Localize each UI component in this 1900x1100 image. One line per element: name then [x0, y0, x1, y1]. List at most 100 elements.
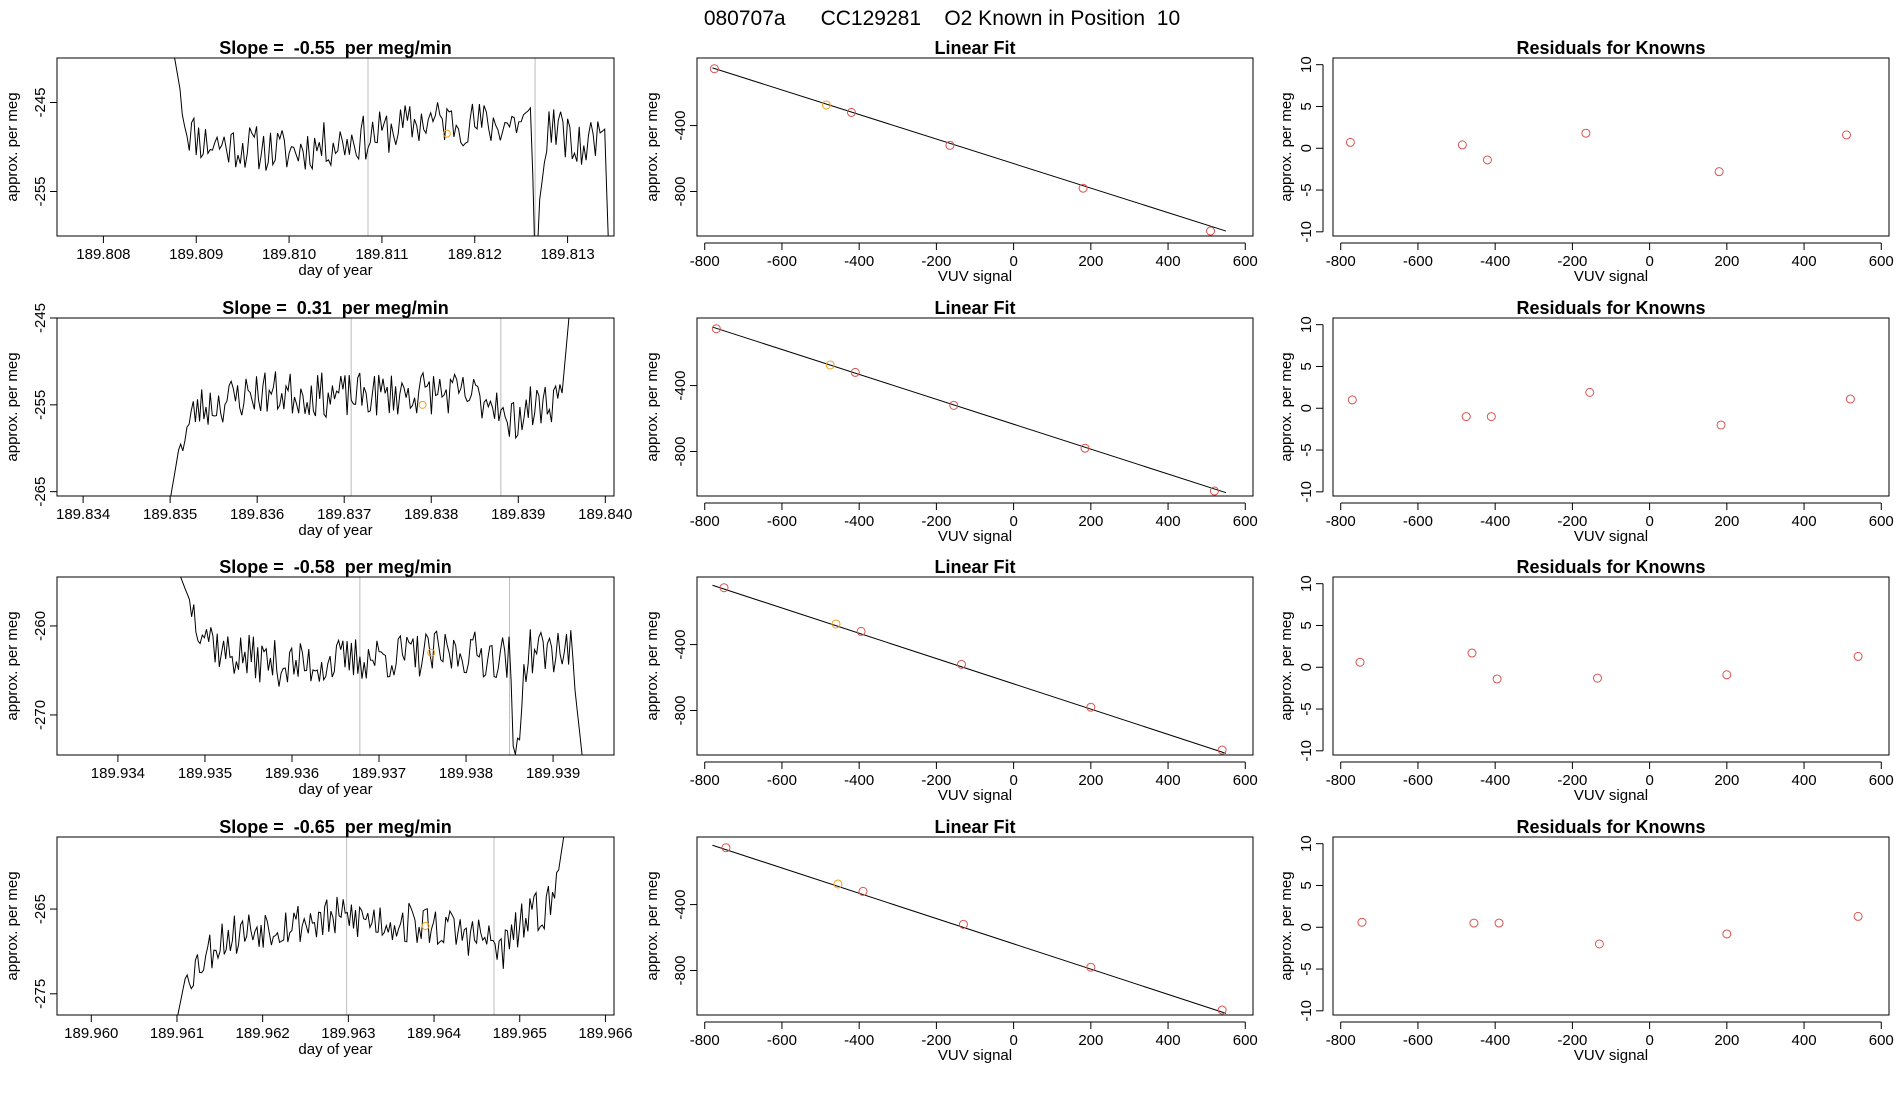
- residual-point: [1357, 917, 1367, 927]
- timeseries-panel-row-3: Slope = -0.58 per meg/min 189.934 189.935 1…: [4, 557, 615, 798]
- x-axis-label: VUV signal: [1574, 528, 1648, 545]
- plot-area: [709, 64, 1227, 236]
- x-tick-label: 189.809: [169, 246, 223, 263]
- x-axis-label: VUV signal: [938, 528, 1012, 545]
- data-point: [1206, 226, 1216, 236]
- data-point: [719, 583, 729, 593]
- x-tick-label: -600: [767, 1032, 797, 1049]
- x-tick-label: 600: [1869, 253, 1894, 270]
- x-tick-label: -800: [1326, 253, 1356, 270]
- x-tick-label: 400: [1792, 513, 1817, 530]
- residual-point: [1716, 420, 1726, 430]
- y-tick-label: 5: [1298, 102, 1315, 110]
- x-tick-label: -600: [767, 772, 797, 789]
- data-point: [945, 140, 955, 150]
- panel-title: Slope = -0.65 per meg/min: [219, 817, 452, 837]
- plot-area: [1357, 911, 1863, 949]
- x-tick-label: -400: [1480, 1032, 1510, 1049]
- data-point: [1209, 486, 1219, 496]
- highlight-marker: [442, 129, 451, 138]
- data-point: [1078, 183, 1088, 193]
- figure-title: 080707a CC129281 O2 Known in Position 10: [704, 7, 1180, 30]
- plot-frame: [56, 836, 615, 1016]
- x-tick-label: -400: [1480, 513, 1510, 530]
- x-tick-label: -400: [844, 772, 874, 789]
- y-tick-label: 0: [1298, 404, 1315, 412]
- x-tick-label: 0: [1009, 1032, 1017, 1049]
- x-tick-label: 189.961: [150, 1025, 204, 1042]
- y-tick-label: 5: [1298, 881, 1315, 889]
- x-tick-label: 189.808: [76, 246, 130, 263]
- y-tick-label: -400: [672, 890, 689, 920]
- x-tick-label: 0: [1645, 253, 1653, 270]
- x-tick-label: -600: [767, 513, 797, 530]
- regression-line: [712, 584, 1227, 754]
- plot-frame: [56, 57, 615, 237]
- y-tick-label: 0: [1298, 663, 1315, 671]
- data-point: [711, 324, 721, 334]
- y-axis-label: approx. per meg: [1278, 92, 1295, 201]
- x-tick-label: 189.839: [491, 506, 545, 523]
- x-tick-label: -200: [1557, 253, 1587, 270]
- plot-frame: [1332, 57, 1890, 237]
- residual-point: [1714, 167, 1724, 177]
- y-tick-label: -245: [32, 87, 49, 117]
- fit-panel-row-3: Linear Fit -800 -600 -400 -200 0 200 400 600 VUV …: [644, 557, 1258, 804]
- x-tick-label: 200: [1078, 1032, 1103, 1049]
- data-point: [856, 626, 866, 636]
- y-tick-label: -260: [32, 611, 49, 641]
- y-tick-label: -400: [672, 111, 689, 141]
- panel-grid: Slope = -0.55 per meg/min 189.808 189.809 1…: [4, 38, 1894, 1064]
- data-point: [709, 64, 719, 74]
- plot-frame: [56, 317, 615, 497]
- x-tick-label: 189.840: [578, 506, 632, 523]
- plot-area: [1347, 387, 1855, 430]
- x-tick-label: 200: [1078, 253, 1103, 270]
- x-tick-label: 600: [1233, 1032, 1258, 1049]
- y-axis-label: approx. per meg: [1278, 352, 1295, 461]
- x-tick-label: 600: [1869, 1032, 1894, 1049]
- x-tick-label: -200: [921, 772, 951, 789]
- x-tick-label: 200: [1714, 1032, 1739, 1049]
- x-tick-label: 0: [1645, 772, 1653, 789]
- x-axis-label: VUV signal: [1574, 787, 1648, 804]
- panel-title: Slope = -0.58 per meg/min: [219, 557, 452, 577]
- x-tick-label: 189.938: [439, 765, 493, 782]
- plot-frame: [1332, 317, 1890, 497]
- panel-title: Linear Fit: [934, 817, 1015, 837]
- x-tick-label: 400: [1792, 772, 1817, 789]
- residual-point: [1842, 130, 1852, 140]
- y-tick-label: -5: [1298, 702, 1315, 715]
- y-tick-label: -5: [1298, 183, 1315, 196]
- plot-area: [712, 583, 1227, 755]
- x-axis-label: VUV signal: [938, 268, 1012, 285]
- x-axis-label: VUV signal: [938, 787, 1012, 804]
- x-tick-label: 200: [1714, 772, 1739, 789]
- residual-point: [1845, 394, 1855, 404]
- x-tick-label: 600: [1233, 253, 1258, 270]
- x-tick-label: 189.835: [143, 506, 197, 523]
- y-tick-label: 5: [1298, 621, 1315, 629]
- x-tick-label: -800: [1326, 1032, 1356, 1049]
- x-tick-label: -400: [1480, 253, 1510, 270]
- x-tick-label: -800: [1326, 513, 1356, 530]
- panel-title: Linear Fit: [934, 557, 1015, 577]
- panel-title: Slope = 0.31 per meg/min: [222, 298, 449, 318]
- signal-trace: [177, 837, 565, 1015]
- residual-point: [1853, 911, 1863, 921]
- plot-frame: [696, 576, 1254, 756]
- plot-frame: [56, 576, 615, 756]
- signal-trace: [174, 58, 609, 236]
- x-tick-label: 600: [1233, 513, 1258, 530]
- signal-trace: [180, 577, 583, 755]
- x-tick-label: 189.960: [64, 1025, 118, 1042]
- y-tick-label: 5: [1298, 362, 1315, 370]
- x-tick-label: 0: [1009, 253, 1017, 270]
- x-axis-label: day of year: [298, 781, 372, 798]
- x-tick-label: -800: [690, 1032, 720, 1049]
- x-tick-label: 200: [1714, 513, 1739, 530]
- y-tick-label: -800: [672, 436, 689, 466]
- plot-frame: [1332, 836, 1890, 1016]
- x-tick-label: 400: [1156, 1032, 1181, 1049]
- y-tick-label: -265: [32, 894, 49, 924]
